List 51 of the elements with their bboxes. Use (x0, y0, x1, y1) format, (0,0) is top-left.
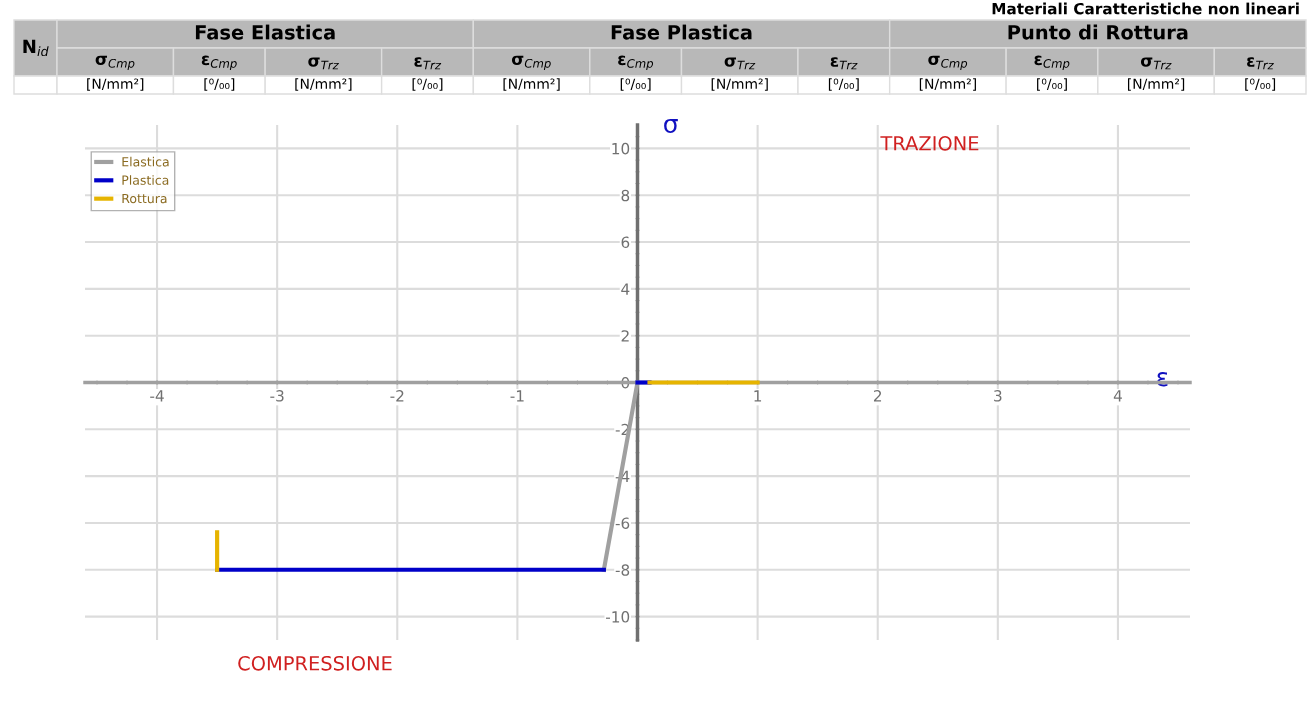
y-tick-label: 6 (621, 236, 630, 249)
text: [⁰/₀₀] (412, 78, 443, 91)
text: N$_{id}$ (23, 39, 49, 57)
text: σ$_{Cmp}$ (928, 55, 968, 71)
text: ε$_{Trz}$ (830, 57, 858, 70)
text: [N/mm²] (711, 78, 768, 91)
x-tick-label: -2 (390, 390, 404, 402)
y-tick-label: -10 (606, 611, 630, 623)
x-tick-label: 4 (1113, 390, 1122, 402)
y-tick-label: -6 (615, 517, 630, 529)
y-tick-label: 10 (612, 142, 630, 155)
text: [⁰/₀₀] (1037, 78, 1067, 91)
text: Punto di Rottura (1008, 24, 1188, 40)
text: [⁰/₀₀] (204, 78, 235, 91)
y-tick-label: 4 (621, 283, 630, 295)
text: [N/mm²] (1127, 78, 1185, 91)
y-tick-label: 8 (621, 189, 630, 202)
legend-label: Elastica (122, 156, 169, 167)
x-tick-label: -3 (270, 390, 284, 402)
legend-label: Plastica (122, 175, 169, 185)
y-tick-label: -8 (615, 564, 630, 576)
x-tick-label: -4 (150, 390, 164, 402)
text: ε$_{Cmp}$ (1034, 55, 1070, 71)
text: [⁰/₀₀] (1245, 78, 1276, 91)
text: [⁰/₀₀] (828, 78, 859, 91)
annotation: TRAZIONE (880, 135, 979, 151)
x-tick-label: 3 (994, 390, 1002, 402)
x-tick-label: -1 (510, 390, 524, 402)
legend-label: Rottura (122, 193, 167, 204)
text: σ$_{Cmp}$ (95, 55, 135, 71)
text: σ$_{Trz}$ (724, 57, 756, 70)
x-tick-label: 2 (873, 390, 882, 402)
text: Fase Elastica (195, 24, 335, 40)
text: σ$_{Trz}$ (1140, 57, 1172, 70)
x-tick-label: 1 (754, 390, 762, 402)
text: [N/mm²] (87, 78, 144, 91)
text: ε$_{Cmp}$ (618, 55, 654, 71)
text: [⁰/₀₀] (620, 78, 651, 91)
text: σ$_{Cmp}$ (511, 55, 551, 71)
text: ε$_{Cmp}$ (201, 55, 237, 71)
text: ε$_{Trz}$ (414, 57, 442, 70)
text: Fase Plastica (611, 24, 752, 40)
text: COMPRESSIONE (238, 655, 392, 671)
y-axis-title: σ (664, 119, 678, 134)
text: σ$_{Trz}$ (308, 57, 339, 70)
chart-title: Materiali Caratteristiche non lineari (992, 2, 1299, 15)
text: [N/mm²] (295, 78, 352, 91)
text: [N/mm²] (919, 78, 976, 91)
text: [N/mm²] (503, 78, 560, 91)
text: ε$_{Trz}$ (1247, 57, 1274, 70)
y-tick-label: 2 (621, 330, 629, 342)
